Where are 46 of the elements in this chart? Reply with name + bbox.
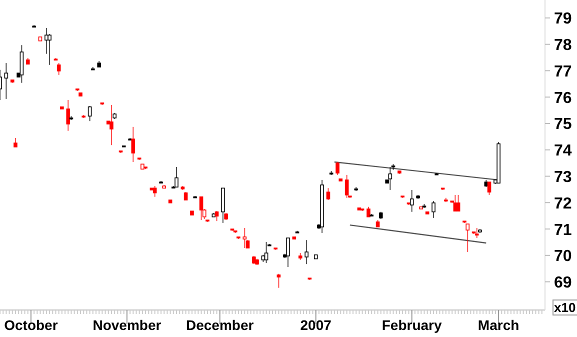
candlestick [174, 166, 178, 188]
candlestick [388, 166, 392, 190]
candlestick [466, 223, 470, 252]
candlestick [336, 161, 340, 176]
candlestick [152, 186, 157, 198]
candlestick [199, 196, 204, 221]
y-tick-label: 70 [554, 248, 572, 266]
y-tick-label: 72 [554, 195, 572, 212]
candlestick [276, 273, 281, 288]
candlestick [344, 174, 349, 198]
candlestick [88, 106, 92, 122]
candlestick [326, 188, 330, 200]
candlestick [456, 194, 460, 212]
x-tick-label: December [186, 317, 254, 333]
candlestick [48, 34, 52, 66]
candlestick [66, 99, 70, 132]
y-tick-label: 79 [554, 10, 572, 28]
y-tick-label: 76 [554, 90, 572, 107]
candlestick [20, 44, 24, 84]
candlestick [110, 104, 114, 146]
y-tick-label: 78 [554, 37, 572, 54]
candlestick [487, 182, 492, 196]
x-tick-label: March [478, 317, 520, 333]
candlestick [432, 200, 436, 218]
candlestick [264, 241, 268, 264]
x-tick-label: November [92, 317, 162, 333]
y-tick-label: 71 [554, 222, 572, 239]
x-tick-label: 2007 [300, 317, 332, 333]
x-tick-label: February [382, 317, 442, 333]
y-tick-label: 77 [554, 63, 572, 80]
candlestick [221, 188, 225, 224]
candlestick [474, 227, 479, 238]
candlestick [56, 62, 61, 76]
candlestick [304, 240, 308, 265]
candlestick [4, 62, 8, 100]
candlestick [286, 237, 290, 268]
y-tick-label: 73 [554, 169, 572, 186]
candlestick [242, 227, 247, 248]
y-tick-label: 75 [554, 116, 572, 134]
x-tick-label: October [4, 317, 58, 333]
candlestick [131, 126, 136, 162]
candlestick [366, 206, 370, 218]
candlestick [214, 210, 219, 222]
y-tick-label: 69 [554, 274, 572, 292]
candlestick [410, 189, 414, 212]
y-tick-label: 74 [554, 142, 572, 160]
